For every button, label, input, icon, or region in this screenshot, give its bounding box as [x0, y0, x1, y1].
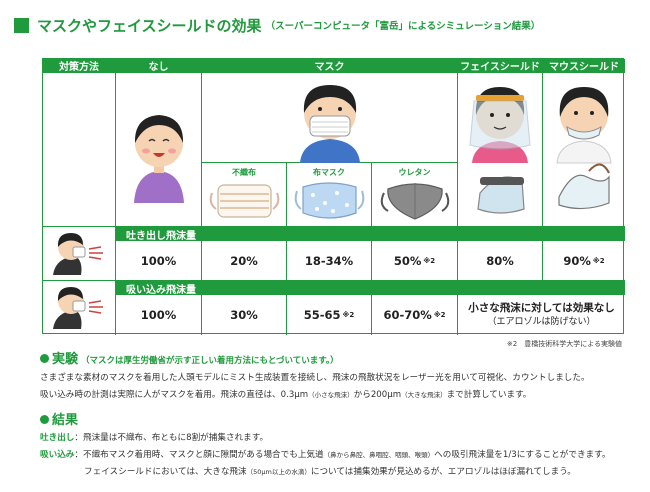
inhale-cloth-value: 55-65	[303, 308, 341, 322]
experiment-paren: （マスクは厚生労働省が示す正しい着用方法にもとづいています。）	[81, 356, 339, 366]
experiment-line1: さまざまな素材のマスクを着用した人頭モデルにミスト生成装置を接続し、飛沫の飛散状…	[40, 373, 590, 383]
inhale-icon-cell	[43, 281, 116, 335]
header-method: 対策方法	[43, 59, 116, 73]
exhale-icon-cell	[43, 227, 116, 281]
inhale-none-value: 100%	[116, 295, 202, 335]
cloth-cell: 布マスク	[287, 163, 372, 227]
inhale-shield-cell: 小さな飛沫に対しては効果なし （エアロゾルは防げない）	[458, 295, 625, 335]
page-title: マスクやフェイスシールドの効果 （スーパーコンピュータ「富岳」によるシミュレーシ…	[14, 10, 540, 40]
face-shield-illustration	[469, 87, 531, 214]
urethane-mask-icon	[380, 183, 450, 220]
nonwoven-cell: 不織布	[202, 163, 287, 227]
nonwoven-label: 不織布	[232, 168, 256, 177]
result-inhale-line: 吸い込み：不織布マスク着用時、マスクと顔に隙間がある場合でも上気道（鼻から鼻腔、…	[40, 450, 611, 460]
inhale-cloth-note: ※2	[342, 311, 355, 319]
urethane-label: ウレタン	[398, 168, 431, 177]
inhale-cloth-cell: 55-65 ※2	[287, 295, 372, 335]
inhale-urethane-cell: 60-70% ※2	[372, 295, 458, 335]
title-square-icon	[14, 17, 29, 33]
result-exhale-line: 吐き出し：飛沫量は不織布、布ともに8割が捕集されます。	[40, 433, 269, 443]
experiment-title-text: 実験	[52, 352, 79, 367]
result-shield-line: フェイスシールドにおいては、大きな飛沫（50μm以上の水滴）については捕集効果が…	[84, 467, 576, 477]
footnote: ※2 豊橋技術科学大学による実験値	[506, 340, 622, 348]
inhale-nonwoven-value: 30%	[202, 295, 287, 335]
exhale-nonwoven-value: 20%	[202, 241, 287, 281]
title-sub: （スーパーコンピュータ「富岳」によるシミュレーション結果）	[265, 21, 541, 32]
inhale-bar: 吸い込み飛沫量	[116, 281, 625, 296]
inhale-urethane-value: 60-70%	[383, 308, 432, 322]
none-cell	[116, 73, 202, 227]
result-title: 結果	[40, 409, 78, 428]
method-empty-cell	[43, 73, 116, 227]
exhale-mouth-shield-cell: 90% ※2	[543, 241, 625, 281]
mouth-shield-illustration	[556, 87, 612, 210]
exhale-cloth-value: 18-34%	[287, 241, 372, 281]
mouth-shield-cell	[543, 73, 625, 227]
exhale-mouth-shield-value: 90%	[563, 253, 591, 268]
header-none: なし	[116, 59, 202, 73]
exhale-urethane-value: 50%	[393, 253, 422, 268]
boy-with-mask-illustration	[300, 85, 360, 163]
exhale-mouth-shield-note: ※2	[592, 256, 605, 265]
mask-person-cell	[202, 73, 458, 163]
bullet-icon	[40, 354, 49, 363]
experiment-title: 実験 （マスクは厚生労働省が示す正しい着用方法にもとづいています。）	[40, 348, 339, 367]
child-no-mask-illustration	[134, 115, 184, 203]
exhale-urethane-cell: 50% ※2	[372, 241, 458, 281]
exhale-person-icon	[53, 233, 103, 275]
inhale-urethane-note: ※2	[433, 311, 446, 319]
exhale-urethane-note: ※2	[423, 256, 436, 265]
bullet-icon	[40, 415, 49, 424]
inhale-shield-line2: （エアロゾルは防げない）	[487, 317, 596, 327]
comparison-table: 対策方法 なし マスク フェイスシールド マウスシールド	[42, 58, 625, 335]
cloth-mask-icon	[294, 182, 365, 219]
urethane-cell: ウレタン	[372, 163, 458, 227]
experiment-line2: 吸い込み時の計測は実際に人がマスクを着用。飛沫の直径は、0.3μm（小さな飛沫）…	[40, 390, 532, 400]
exhale-none-value: 100%	[116, 241, 202, 281]
exhale-bar: 吐き出し飛沫量	[116, 227, 625, 242]
header-face-shield: フェイスシールド	[458, 59, 543, 73]
inhale-shield-line1: 小さな飛沫に対しては効果なし	[468, 302, 615, 314]
face-shield-cell	[458, 73, 543, 227]
result-title-text: 結果	[52, 413, 79, 428]
cloth-label: 布マスク	[313, 168, 345, 177]
header-mask: マスク	[202, 59, 458, 73]
exhale-face-shield-value: 80%	[458, 241, 543, 281]
nonwoven-mask-icon	[209, 184, 280, 218]
header-mouth-shield: マウスシールド	[543, 59, 625, 73]
inhale-person-icon	[53, 287, 103, 329]
title-main: マスクやフェイスシールドの効果	[37, 16, 262, 35]
